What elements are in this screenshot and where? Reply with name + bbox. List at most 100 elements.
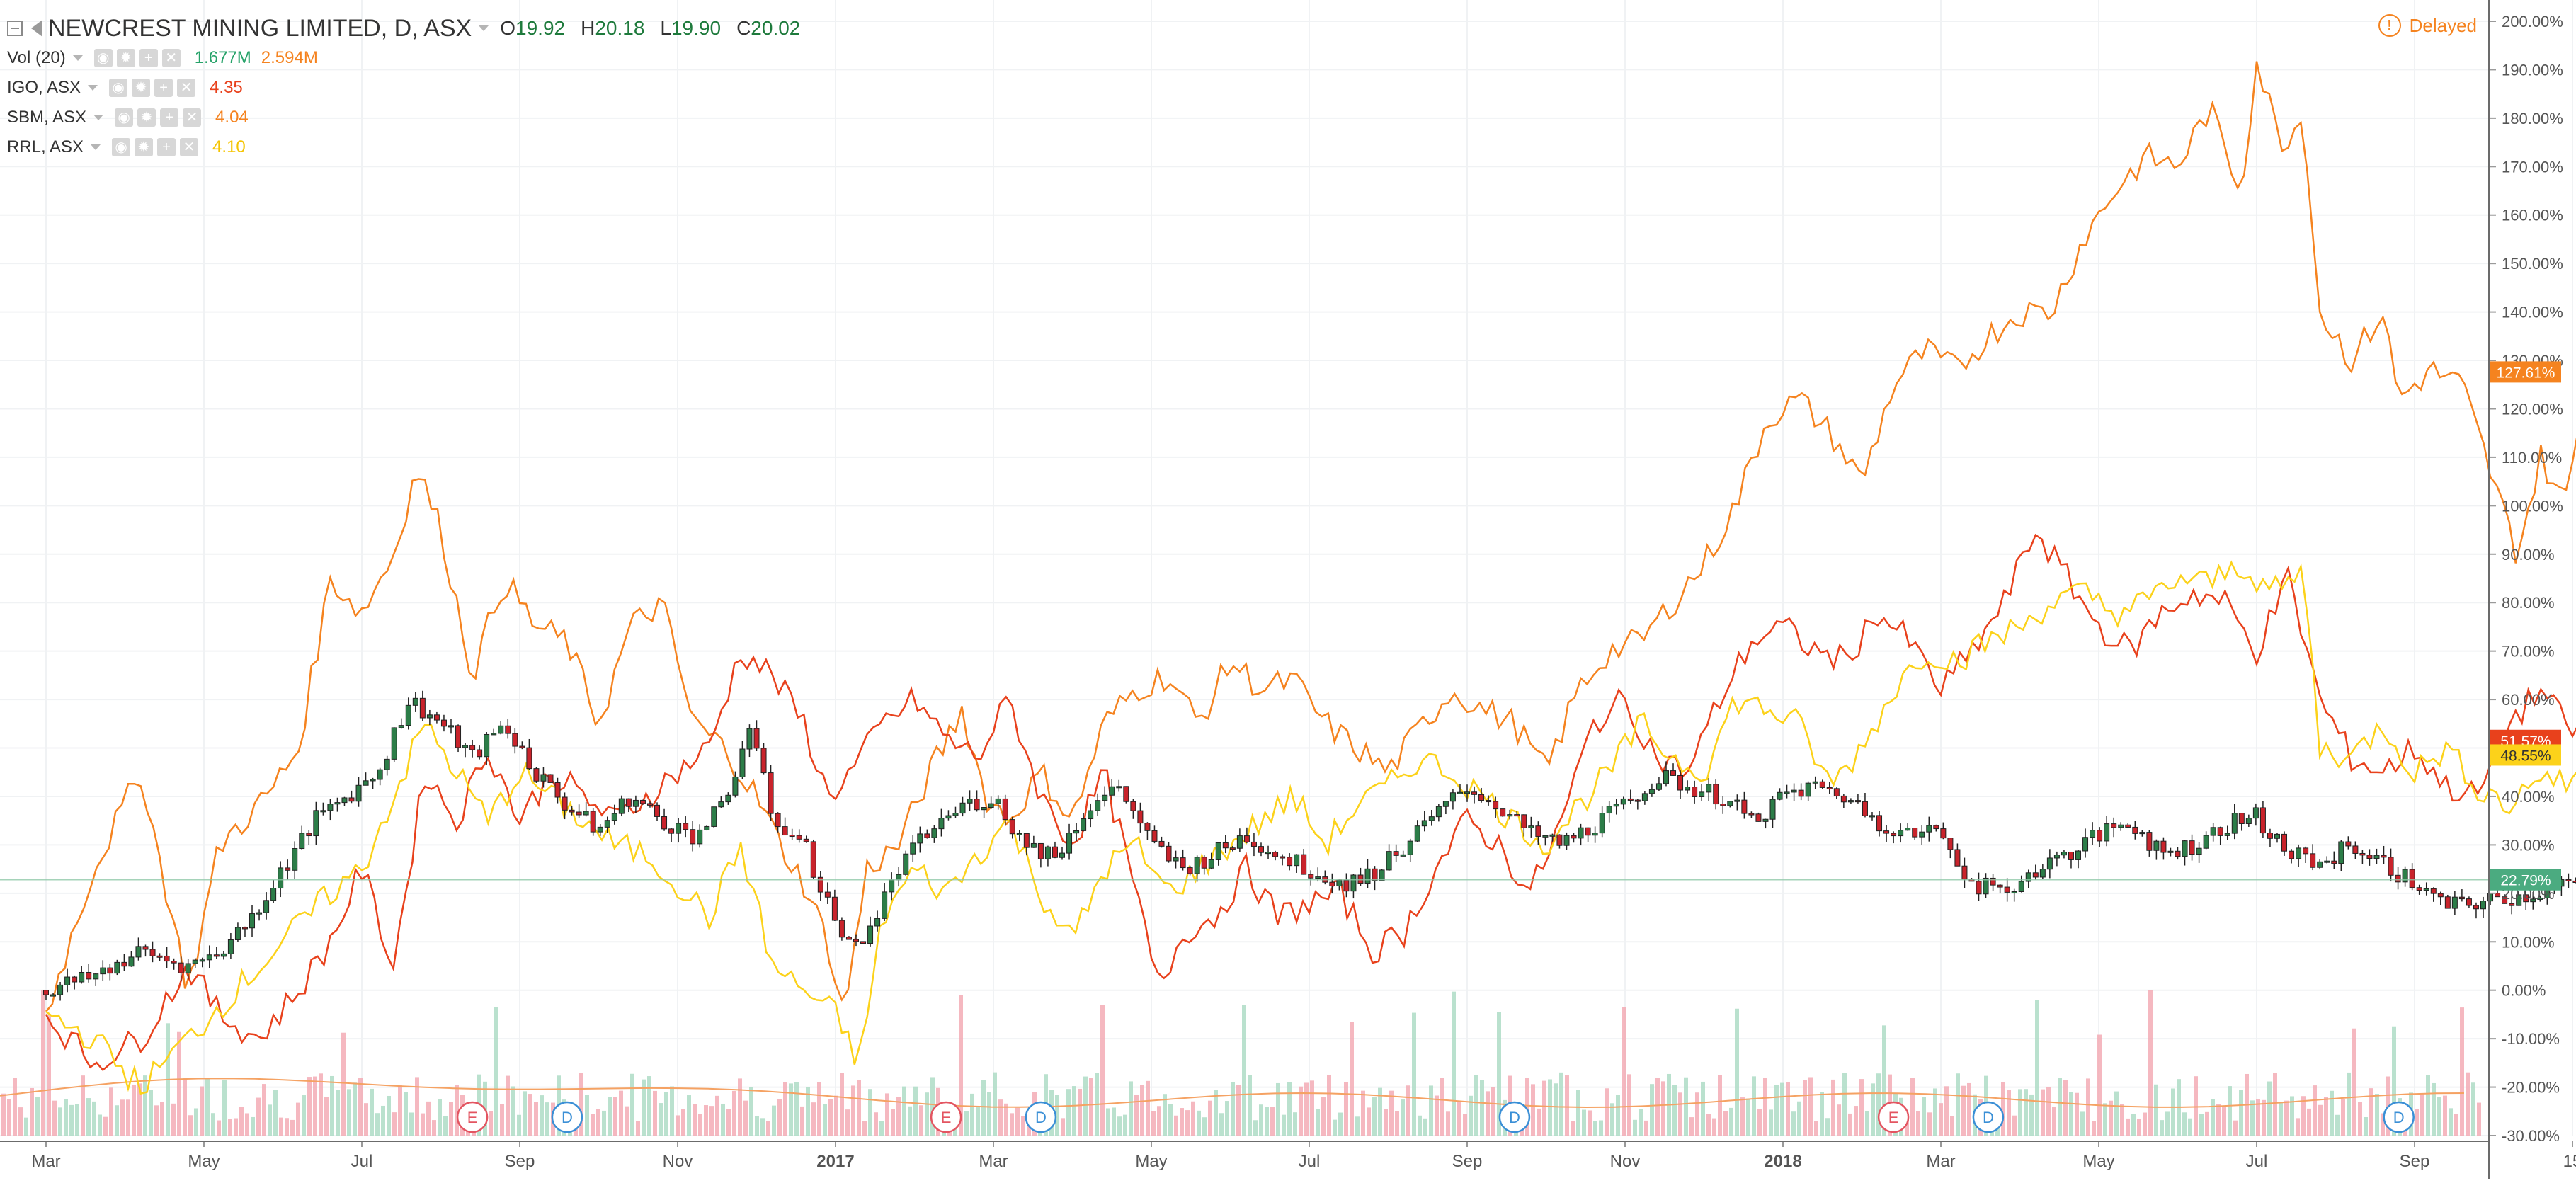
event-letter: D — [562, 1109, 573, 1126]
volume-bar — [1831, 1079, 1835, 1136]
add-icon[interactable]: + — [157, 138, 176, 156]
candle-body — [676, 823, 682, 834]
candle-body — [348, 797, 355, 802]
legend-row[interactable]: IGO, ASX ◉ ✹ + ✕ 4.35 — [7, 74, 243, 102]
volume-bar — [1242, 1005, 1246, 1136]
volume-bar — [1910, 1078, 1915, 1136]
candle-body — [753, 728, 760, 749]
dividend-marker[interactable] — [1025, 1101, 1057, 1133]
candle-body — [1315, 876, 1321, 879]
volume-bar — [1123, 1114, 1127, 1136]
volume-bar — [194, 1108, 198, 1136]
legend-label[interactable]: SBM, ASX — [7, 108, 87, 127]
candle-body — [206, 954, 212, 961]
volume-bar — [2420, 1093, 2424, 1136]
volume-bar — [2296, 1118, 2300, 1136]
candle-body — [1854, 800, 1861, 803]
close-icon[interactable]: ✕ — [180, 138, 199, 156]
time-axis[interactable]: Mar May Jul Sep Nov 2017 Mar May Jul Sep Nov 2018 Ma… — [0, 1141, 2576, 1171]
candle-body — [2238, 813, 2245, 824]
chevron-down-icon[interactable] — [91, 144, 101, 150]
eye-icon[interactable]: ◉ — [112, 138, 131, 156]
legend-row[interactable]: Vol (20) ◉ ✹ + ✕ 1.677M 2.594M — [7, 44, 318, 72]
volume-bar — [1412, 1012, 1416, 1136]
earnings-marker[interactable] — [930, 1101, 962, 1133]
settings-icon[interactable]: ✹ — [135, 138, 154, 156]
chevron-down-icon[interactable] — [72, 55, 83, 61]
candle-body — [562, 796, 568, 811]
candle-body — [732, 776, 739, 796]
close-icon[interactable]: ✕ — [177, 79, 196, 97]
candle-body — [910, 842, 916, 855]
close-icon[interactable]: ✕ — [161, 49, 181, 67]
volume-bar — [1129, 1081, 1133, 1136]
candle-body — [1173, 857, 1179, 862]
earnings-marker[interactable] — [456, 1101, 489, 1133]
collapse-legend-icon[interactable] — [7, 21, 23, 36]
candle-body — [1229, 847, 1236, 850]
legend-label[interactable]: Vol (20) — [7, 48, 66, 67]
volume-bar — [1225, 1101, 1229, 1136]
eye-icon[interactable]: ◉ — [93, 49, 113, 67]
volume-bar — [1248, 1075, 1252, 1136]
eye-icon[interactable]: ◉ — [115, 108, 134, 127]
settings-icon[interactable]: ✹ — [137, 108, 156, 127]
price-axis[interactable]: 200.00% 190.00% 180.00% 170.00% 160.00% 150.0… — [2488, 0, 2563, 1179]
chevron-down-icon[interactable] — [479, 25, 489, 31]
volume-bar — [262, 1084, 266, 1136]
x-tick-label: Jul — [1299, 1152, 1321, 1171]
legend-row[interactable]: SBM, ASX ◉ ✹ + ✕ 4.04 — [7, 103, 249, 132]
legend-row[interactable]: RRL, ASX ◉ ✹ + ✕ 4.10 — [7, 133, 246, 161]
eye-icon[interactable]: ◉ — [109, 79, 128, 97]
candle-body — [583, 811, 589, 816]
volume-bar — [13, 1078, 17, 1136]
settings-icon[interactable]: ✹ — [132, 79, 151, 97]
y-tick-label: -10.00% — [2502, 1030, 2560, 1048]
add-icon[interactable]: + — [154, 79, 173, 97]
volume-bar — [7, 1099, 11, 1136]
delayed-indicator[interactable]: ! Delayed — [2378, 14, 2477, 37]
chevron-down-icon[interactable] — [93, 115, 104, 120]
dividend-marker[interactable] — [1498, 1101, 1531, 1133]
candle-body — [2097, 830, 2103, 842]
add-icon[interactable]: + — [139, 49, 158, 67]
candle-body — [1030, 842, 1037, 848]
event-letter: E — [1888, 1109, 1899, 1126]
volume-bar — [2262, 1099, 2266, 1136]
earnings-marker[interactable] — [1877, 1101, 1910, 1133]
candle-body — [1493, 801, 1499, 810]
settings-icon[interactable]: ✹ — [116, 49, 135, 67]
candle-body — [1507, 814, 1513, 817]
dividend-marker[interactable] — [2383, 1101, 2415, 1133]
legend-label[interactable]: RRL, ASX — [7, 137, 84, 156]
candle-body — [533, 768, 540, 782]
volume-bar — [2466, 1072, 2470, 1136]
symbol-title[interactable]: NEWCREST MINING LIMITED, D, ASX — [48, 14, 472, 42]
legend-label[interactable]: IGO, ASX — [7, 78, 81, 97]
candle-body — [1627, 798, 1634, 801]
volume-bar — [279, 1117, 283, 1136]
candle-body — [1486, 800, 1492, 803]
grid-lines — [0, 0, 2573, 1136]
candle-body — [1407, 840, 1413, 855]
candle-body — [448, 725, 454, 728]
volume-bar — [1202, 1117, 1207, 1136]
candle-body — [1130, 801, 1136, 811]
candle-body — [1592, 833, 1598, 836]
candle-body — [2473, 905, 2479, 910]
add-icon[interactable]: + — [160, 108, 179, 127]
dividend-marker[interactable] — [1972, 1101, 2005, 1133]
chevron-down-icon[interactable] — [88, 85, 98, 91]
y-tick-label: -30.00% — [2502, 1127, 2560, 1145]
candle-body — [1826, 787, 1833, 789]
candle-body — [2146, 832, 2153, 851]
volume-bar — [41, 990, 45, 1136]
close-icon[interactable]: ✕ — [183, 108, 202, 127]
last-value-labels: 127.61%51.57%48.55%22.79% — [2490, 361, 2561, 891]
candle-body — [2046, 857, 2053, 870]
dividend-marker[interactable] — [551, 1101, 583, 1133]
candle-body — [718, 801, 724, 808]
